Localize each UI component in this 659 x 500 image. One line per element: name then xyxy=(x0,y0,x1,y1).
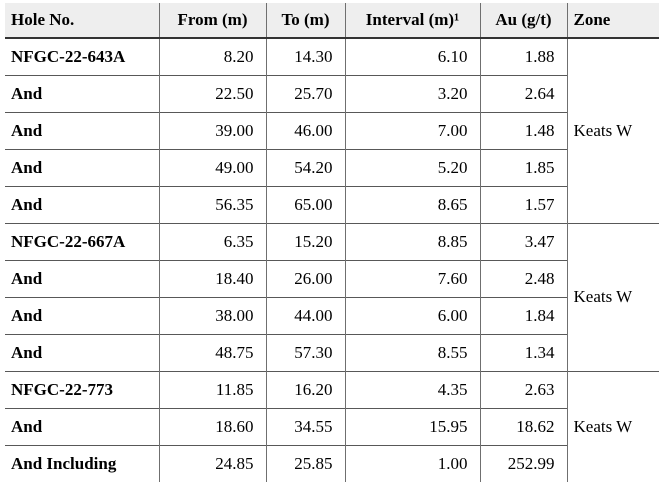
cell-to: 15.20 xyxy=(265,222,345,260)
cell-hole: And xyxy=(5,148,159,186)
cell-au: 1.34 xyxy=(479,333,567,371)
table-row: And 56.35 65.00 8.65 1.57 xyxy=(5,185,659,223)
table-row: NFGC-22-773 11.85 16.20 4.35 2.63 Keats W xyxy=(5,370,659,482)
cell-from: 39.00 xyxy=(158,111,266,149)
column-header-zone: Zone xyxy=(566,3,659,39)
cell-interval: 15.95 xyxy=(344,407,480,445)
column-header-from: From (m) xyxy=(158,3,266,39)
cell-au: 2.63 xyxy=(479,370,567,408)
cell-to: 54.20 xyxy=(265,148,345,186)
cell-au: 18.62 xyxy=(479,407,567,445)
cell-hole: And xyxy=(5,333,159,371)
cell-au: 1.84 xyxy=(479,296,567,334)
cell-au: 2.48 xyxy=(479,259,567,297)
column-header-au: Au (g/t) xyxy=(479,3,567,39)
table-wrapper: Hole No. From (m) To (m) Interval (m)¹ Au (g… xyxy=(5,3,659,482)
cell-au: 1.48 xyxy=(479,111,567,149)
drill-intercepts-table: Hole No. From (m) To (m) Interval (m)¹ Au (g… xyxy=(5,3,659,482)
cell-hole: And xyxy=(5,185,159,223)
cell-interval: 8.65 xyxy=(344,185,480,223)
cell-au: 3.47 xyxy=(479,222,567,260)
cell-hole: And xyxy=(5,296,159,334)
cell-interval: 8.85 xyxy=(344,222,480,260)
cell-interval: 6.00 xyxy=(344,296,480,334)
cell-au: 1.85 xyxy=(479,148,567,186)
cell-from: 18.40 xyxy=(158,259,266,297)
cell-from: 11.85 xyxy=(158,370,266,408)
cell-interval: 4.35 xyxy=(344,370,480,408)
table-row: NFGC-22-643A 8.20 14.30 6.10 1.88 Keats W xyxy=(5,38,659,223)
table-header: Hole No. From (m) To (m) Interval (m)¹ Au (g… xyxy=(5,3,659,39)
cell-to: 44.00 xyxy=(265,296,345,334)
cell-to: 34.55 xyxy=(265,407,345,445)
cell-from: 48.75 xyxy=(158,333,266,371)
cell-hole: NFGC-22-667A xyxy=(5,222,159,260)
cell-hole: And Including xyxy=(5,444,159,482)
column-header-hole: Hole No. xyxy=(5,3,159,39)
column-header-interval: Interval (m)¹ xyxy=(344,3,480,39)
cell-to: 57.30 xyxy=(265,333,345,371)
cell-from: 49.00 xyxy=(158,148,266,186)
cell-hole: And xyxy=(5,407,159,445)
cell-to: 46.00 xyxy=(265,111,345,149)
cell-interval: 5.20 xyxy=(344,148,480,186)
cell-hole: NFGC-22-643A xyxy=(5,38,159,75)
table-body: NFGC-22-643A 8.20 14.30 6.10 1.88 Keats W And 2… xyxy=(5,38,659,482)
cell-interval: 8.55 xyxy=(344,333,480,371)
table-row: And 48.75 57.30 8.55 1.34 xyxy=(5,333,659,371)
cell-au: 252.99 xyxy=(479,444,567,482)
cell-zone: Keats W xyxy=(566,222,659,371)
cell-interval: 7.60 xyxy=(344,259,480,297)
cell-from: 38.00 xyxy=(158,296,266,334)
cell-from: 8.20 xyxy=(158,38,266,75)
cell-interval: 3.20 xyxy=(344,74,480,112)
table-row: And 39.00 46.00 7.00 1.48 xyxy=(5,111,659,149)
cell-interval: 6.10 xyxy=(344,38,480,75)
cell-hole: NFGC-22-773 xyxy=(5,370,159,408)
cell-to: 25.70 xyxy=(265,74,345,112)
table-row: And 49.00 54.20 5.20 1.85 xyxy=(5,148,659,186)
cell-hole: And xyxy=(5,259,159,297)
cell-au: 1.57 xyxy=(479,185,567,223)
cell-zone: Keats W xyxy=(566,370,659,482)
cell-to: 65.00 xyxy=(265,185,345,223)
cell-from: 56.35 xyxy=(158,185,266,223)
cell-from: 18.60 xyxy=(158,407,266,445)
cell-au: 2.64 xyxy=(479,74,567,112)
cell-to: 16.20 xyxy=(265,370,345,408)
cell-to: 14.30 xyxy=(265,38,345,75)
cell-from: 6.35 xyxy=(158,222,266,260)
cell-interval: 7.00 xyxy=(344,111,480,149)
table-row: NFGC-22-667A 6.35 15.20 8.85 3.47 Keats W xyxy=(5,222,659,371)
cell-zone: Keats W xyxy=(566,38,659,223)
cell-hole: And xyxy=(5,74,159,112)
cell-to: 26.00 xyxy=(265,259,345,297)
cell-hole: And xyxy=(5,111,159,149)
table-row: And 38.00 44.00 6.00 1.84 xyxy=(5,296,659,334)
header-row: Hole No. From (m) To (m) Interval (m)¹ Au (g… xyxy=(5,3,659,39)
cell-au: 1.88 xyxy=(479,38,567,75)
table-row: And 22.50 25.70 3.20 2.64 xyxy=(5,74,659,112)
cell-from: 24.85 xyxy=(158,444,266,482)
table-row: And 18.40 26.00 7.60 2.48 xyxy=(5,259,659,297)
table-row: And 18.60 34.55 15.95 18.62 xyxy=(5,407,659,445)
cell-interval: 1.00 xyxy=(344,444,480,482)
table-row: And Including 24.85 25.85 1.00 252.99 xyxy=(5,444,659,482)
cell-from: 22.50 xyxy=(158,74,266,112)
column-header-to: To (m) xyxy=(265,3,345,39)
cell-to: 25.85 xyxy=(265,444,345,482)
